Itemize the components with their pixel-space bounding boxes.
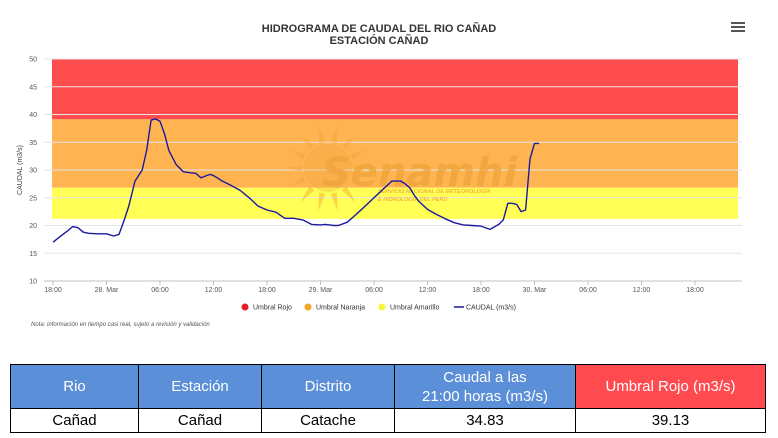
header-caudal-line2: 21:00 horas (m3/s) [422,387,548,405]
table-row: Cañad Cañad Catache 34.83 39.13 [10,408,766,433]
x-axis-ticks: 18:00 28. Mar 06:00 12:00 18:00 29. Mar 06:00 1… [44,281,704,294]
station-info-table: Rio Estación Distrito Caudal a las 21:00 … [10,364,766,433]
header-umbral-rojo: Umbral Rojo (m3/s) [575,364,766,409]
x-tick-label: 06:00 [365,287,383,294]
watermark-sun-ray [330,192,338,211]
cell-distrito: Catache [261,408,395,433]
header-caudal: Caudal a las 21:00 horas (m3/s) [394,364,576,409]
watermark-subtitle-line2: E HIDROLOGÍA DEL PERÚ [378,196,448,203]
watermark-sun-ray [300,133,315,150]
y-tick-label: 20 [29,223,37,230]
cell-umbral-rojo: 39.13 [575,408,766,433]
watermark-sun-ray [288,148,307,160]
legend-marker [304,303,312,311]
threshold-band-umbral-amarillo [52,187,738,219]
y-tick-label: 25 [29,195,37,202]
legend-item-label: Umbral Rojo [253,305,292,312]
watermark-sun-ray [284,164,303,172]
header-distrito: Distrito [261,364,395,409]
x-tick-label: 18:00 [258,287,276,294]
x-tick-label: 18:00 [472,287,490,294]
watermark-sun-ray [353,164,372,172]
legend-item-label: Umbral Amarillo [390,305,440,312]
x-tick-label: 28. Mar [95,287,119,294]
watermark-sun-ray [341,133,356,150]
x-tick-label: 30. Mar [523,287,547,294]
watermark-sun-ray [341,186,356,203]
chart-legend: Umbral Rojo Umbral Naranja Umbral Amarillo… [241,303,516,312]
y-tick-label: 40 [29,112,37,119]
legend-marker [378,303,386,311]
legend-item-label: CAUDAL (m3/s) [466,305,516,312]
y-tick-label: 30 [29,168,37,175]
menu-line [731,26,745,28]
watermark-subtitle-line1: SERVICIO NACIONAL DE METEOROLOGÍA [378,188,491,195]
watermark-sun-ray [288,176,307,188]
x-tick-label: 29. Mar [309,287,333,294]
cell-rio: Cañad [10,408,139,433]
hydrograph-chart: HIDROGRAMA DE CAUDAL DEL RIO CAÑAD ESTAC… [17,22,745,328]
chart-title: HIDROGRAMA DE CAUDAL DEL RIO CAÑAD [262,22,497,35]
y-tick-label: 15 [29,251,37,258]
watermark-sun-ray [349,176,368,188]
y-tick-label: 45 [29,84,37,91]
watermark-sun-ray [300,186,315,203]
x-tick-label: 12:00 [419,287,437,294]
x-tick-label: 12:00 [633,287,651,294]
table-header-row: Rio Estación Distrito Caudal a las 21:00 … [10,364,766,409]
hamburger-menu-icon[interactable] [731,22,745,36]
x-tick-label: 18:00 [686,287,704,294]
caudal-series-line [52,118,539,243]
watermark-sun-ray [318,125,326,144]
x-tick-label: 06:00 [151,287,169,294]
y-tick-label: 50 [29,57,37,64]
watermark-sun-ray [349,148,368,160]
menu-line [731,30,745,32]
x-tick-label: 12:00 [205,287,223,294]
series-layer [52,118,539,243]
chart-svg: HIDROGRAMA DE CAUDAL DEL RIO CAÑAD ESTAC… [17,22,742,328]
legend-marker [241,303,249,311]
header-estacion: Estación [138,364,262,409]
legend-item-label: Umbral Naranja [316,305,365,312]
x-tick-label: 06:00 [579,287,597,294]
y-tick-label: 35 [29,140,37,147]
header-caudal-line1: Caudal a las [443,368,527,386]
cell-caudal: 34.83 [394,408,576,433]
menu-line [731,22,745,24]
y-tick-label: 10 [29,279,37,286]
threshold-band-umbral-naranja [52,119,738,188]
y-axis-label: CAUDAL (m3/s) [17,145,24,195]
watermark-sun-ray [330,125,338,144]
chart-subtitle: ESTACIÓN CAÑAD [330,34,429,47]
header-rio: Rio [10,364,139,409]
cell-estacion: Cañad [138,408,262,433]
watermark-sun-disc [304,144,352,192]
watermark-name: Senamhi [322,150,519,196]
chart-note: Nota: información en tiempo casi real, s… [31,322,210,328]
threshold-band-umbral-rojo [52,59,738,120]
watermark-sun-ray [318,192,326,211]
x-tick-label: 18:00 [44,287,62,294]
y-axis-ticks: 10 15 20 25 30 35 40 45 50 [29,57,37,286]
threshold-bands [52,59,738,219]
